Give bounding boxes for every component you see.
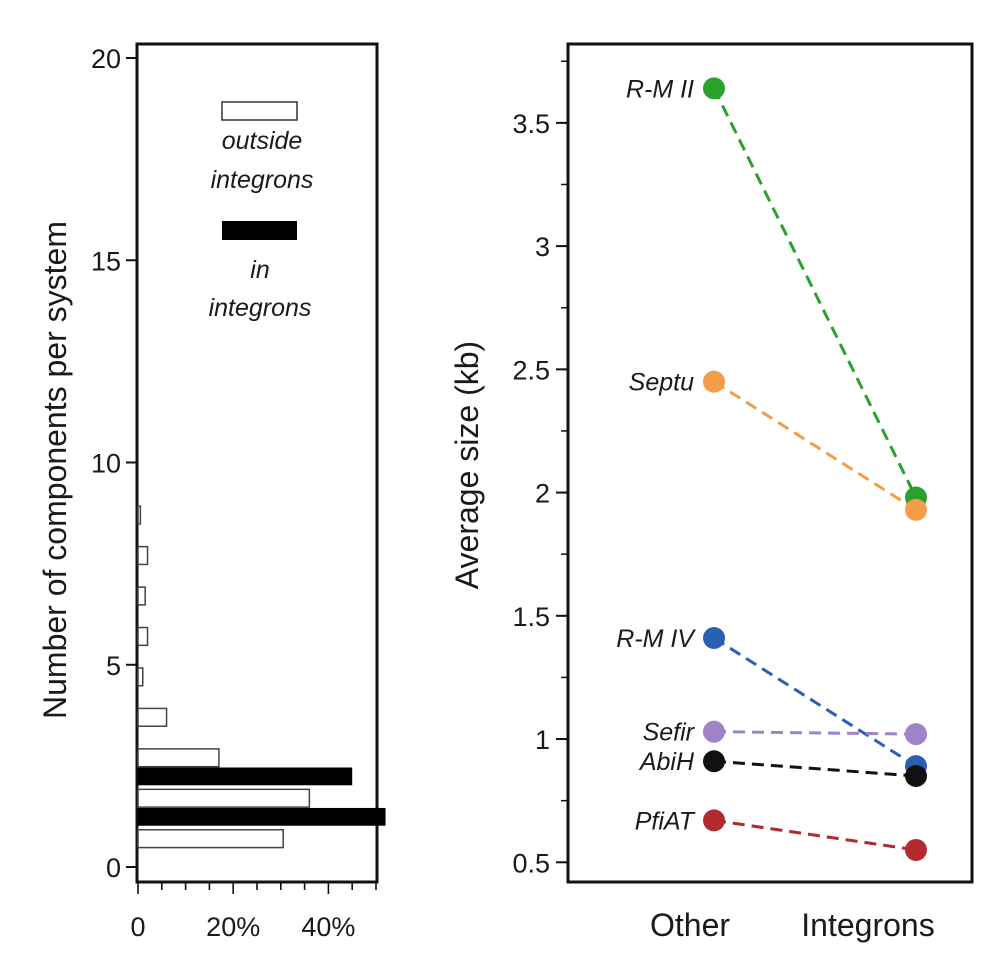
series-label-pfiat: PfiAT [635,807,696,835]
left-y-tick-label: 5 [106,651,121,681]
point-septu-other [703,370,725,393]
left-x-tick-label: 40% [301,912,355,942]
components-bar-chart: 0 5 10 15 20 0 20% 40% Number of components pe… [37,42,386,942]
bar-outside-8 [137,545,149,566]
bar-outside-3 [137,748,220,768]
legend-swatch-inside [222,221,297,240]
series-line-septu [713,380,917,512]
legend-inside-line2: integrons [209,294,312,322]
right-plot-frame [566,42,974,884]
right-y-tick-label: 0.5 [512,848,550,878]
left-y-tick-label: 15 [91,246,121,276]
point-abih-integrons [905,765,927,788]
point-pfiat-other [703,809,725,832]
left-y-tick-label: 10 [91,449,121,479]
category-label-other: Other [650,907,730,943]
left-x-tick-label: 0 [130,912,145,942]
bar-outside-1 [137,829,284,849]
bar-outside-6 [137,626,149,647]
average-size-line-chart: 0.5 1 1.5 2 2.5 3 3.5 R-M II Septu R-M IV SefirAb… [449,42,974,943]
left-bars [137,505,386,849]
legend-outside-line1: outside [222,127,303,155]
left-y-axis: 0 5 10 15 20 [91,44,138,883]
bar-outside-9 [137,505,142,525]
legend-outside-line2: integrons [211,166,314,194]
series-label-abih: AbiH [638,748,695,776]
right-y-tick-label: 1 [535,725,550,755]
series-label-sefir: Sefir [643,719,696,747]
right-y-tick-label: 3 [535,232,550,262]
right-y-tick-label: 3.5 [512,109,550,139]
point-abih-other [703,750,725,773]
left-y-tick-label: 0 [106,853,121,883]
point-septu-integrons [905,498,927,521]
point-r-m-ii-other [703,77,725,100]
left-y-axis-title: Number of components per system [37,221,73,719]
left-y-tick-label: 20 [91,44,121,74]
right-y-tick-label: 2.5 [512,355,550,385]
series-line-pfiat [713,818,917,852]
series-line-r-m-ii [712,87,918,499]
series-label-r-m-iv: R-M IV [616,625,696,653]
bar-outside-7 [137,586,146,606]
right-y-axis-title: Average size (kb) [449,341,485,589]
series-lines [712,87,918,852]
bar-outside-2 [137,788,311,808]
series-line-r-m-iv [713,636,917,768]
bar-outside-4 [137,707,168,727]
series-points [703,77,927,861]
bar-inside-2 [138,767,353,786]
category-label-integrons: Integrons [801,907,934,943]
point-pfiat-integrons [905,838,927,861]
point-r-m-iv-other [703,626,725,649]
bar-inside-1 [138,807,386,826]
legend: outside integrons in integrons [209,101,314,322]
bar-outside-5 [137,667,144,687]
left-x-axis: 0 20% 40% [130,882,377,942]
point-sefir-integrons [905,723,927,746]
legend-inside-line1: in [250,256,269,284]
series-line-sefir [713,730,917,736]
left-x-tick-label: 20% [206,912,260,942]
point-sefir-other [703,720,725,743]
series-label-septu: Septu [629,369,694,397]
right-y-tick-label: 1.5 [512,602,550,632]
right-y-tick-label: 2 [535,479,550,509]
right-y-axis: 0.5 1 1.5 2 2.5 3 3.5 [512,60,568,878]
legend-swatch-outside [221,101,298,121]
series-line-abih [713,759,917,778]
series-label-r-m-ii: R-M II [626,75,694,103]
